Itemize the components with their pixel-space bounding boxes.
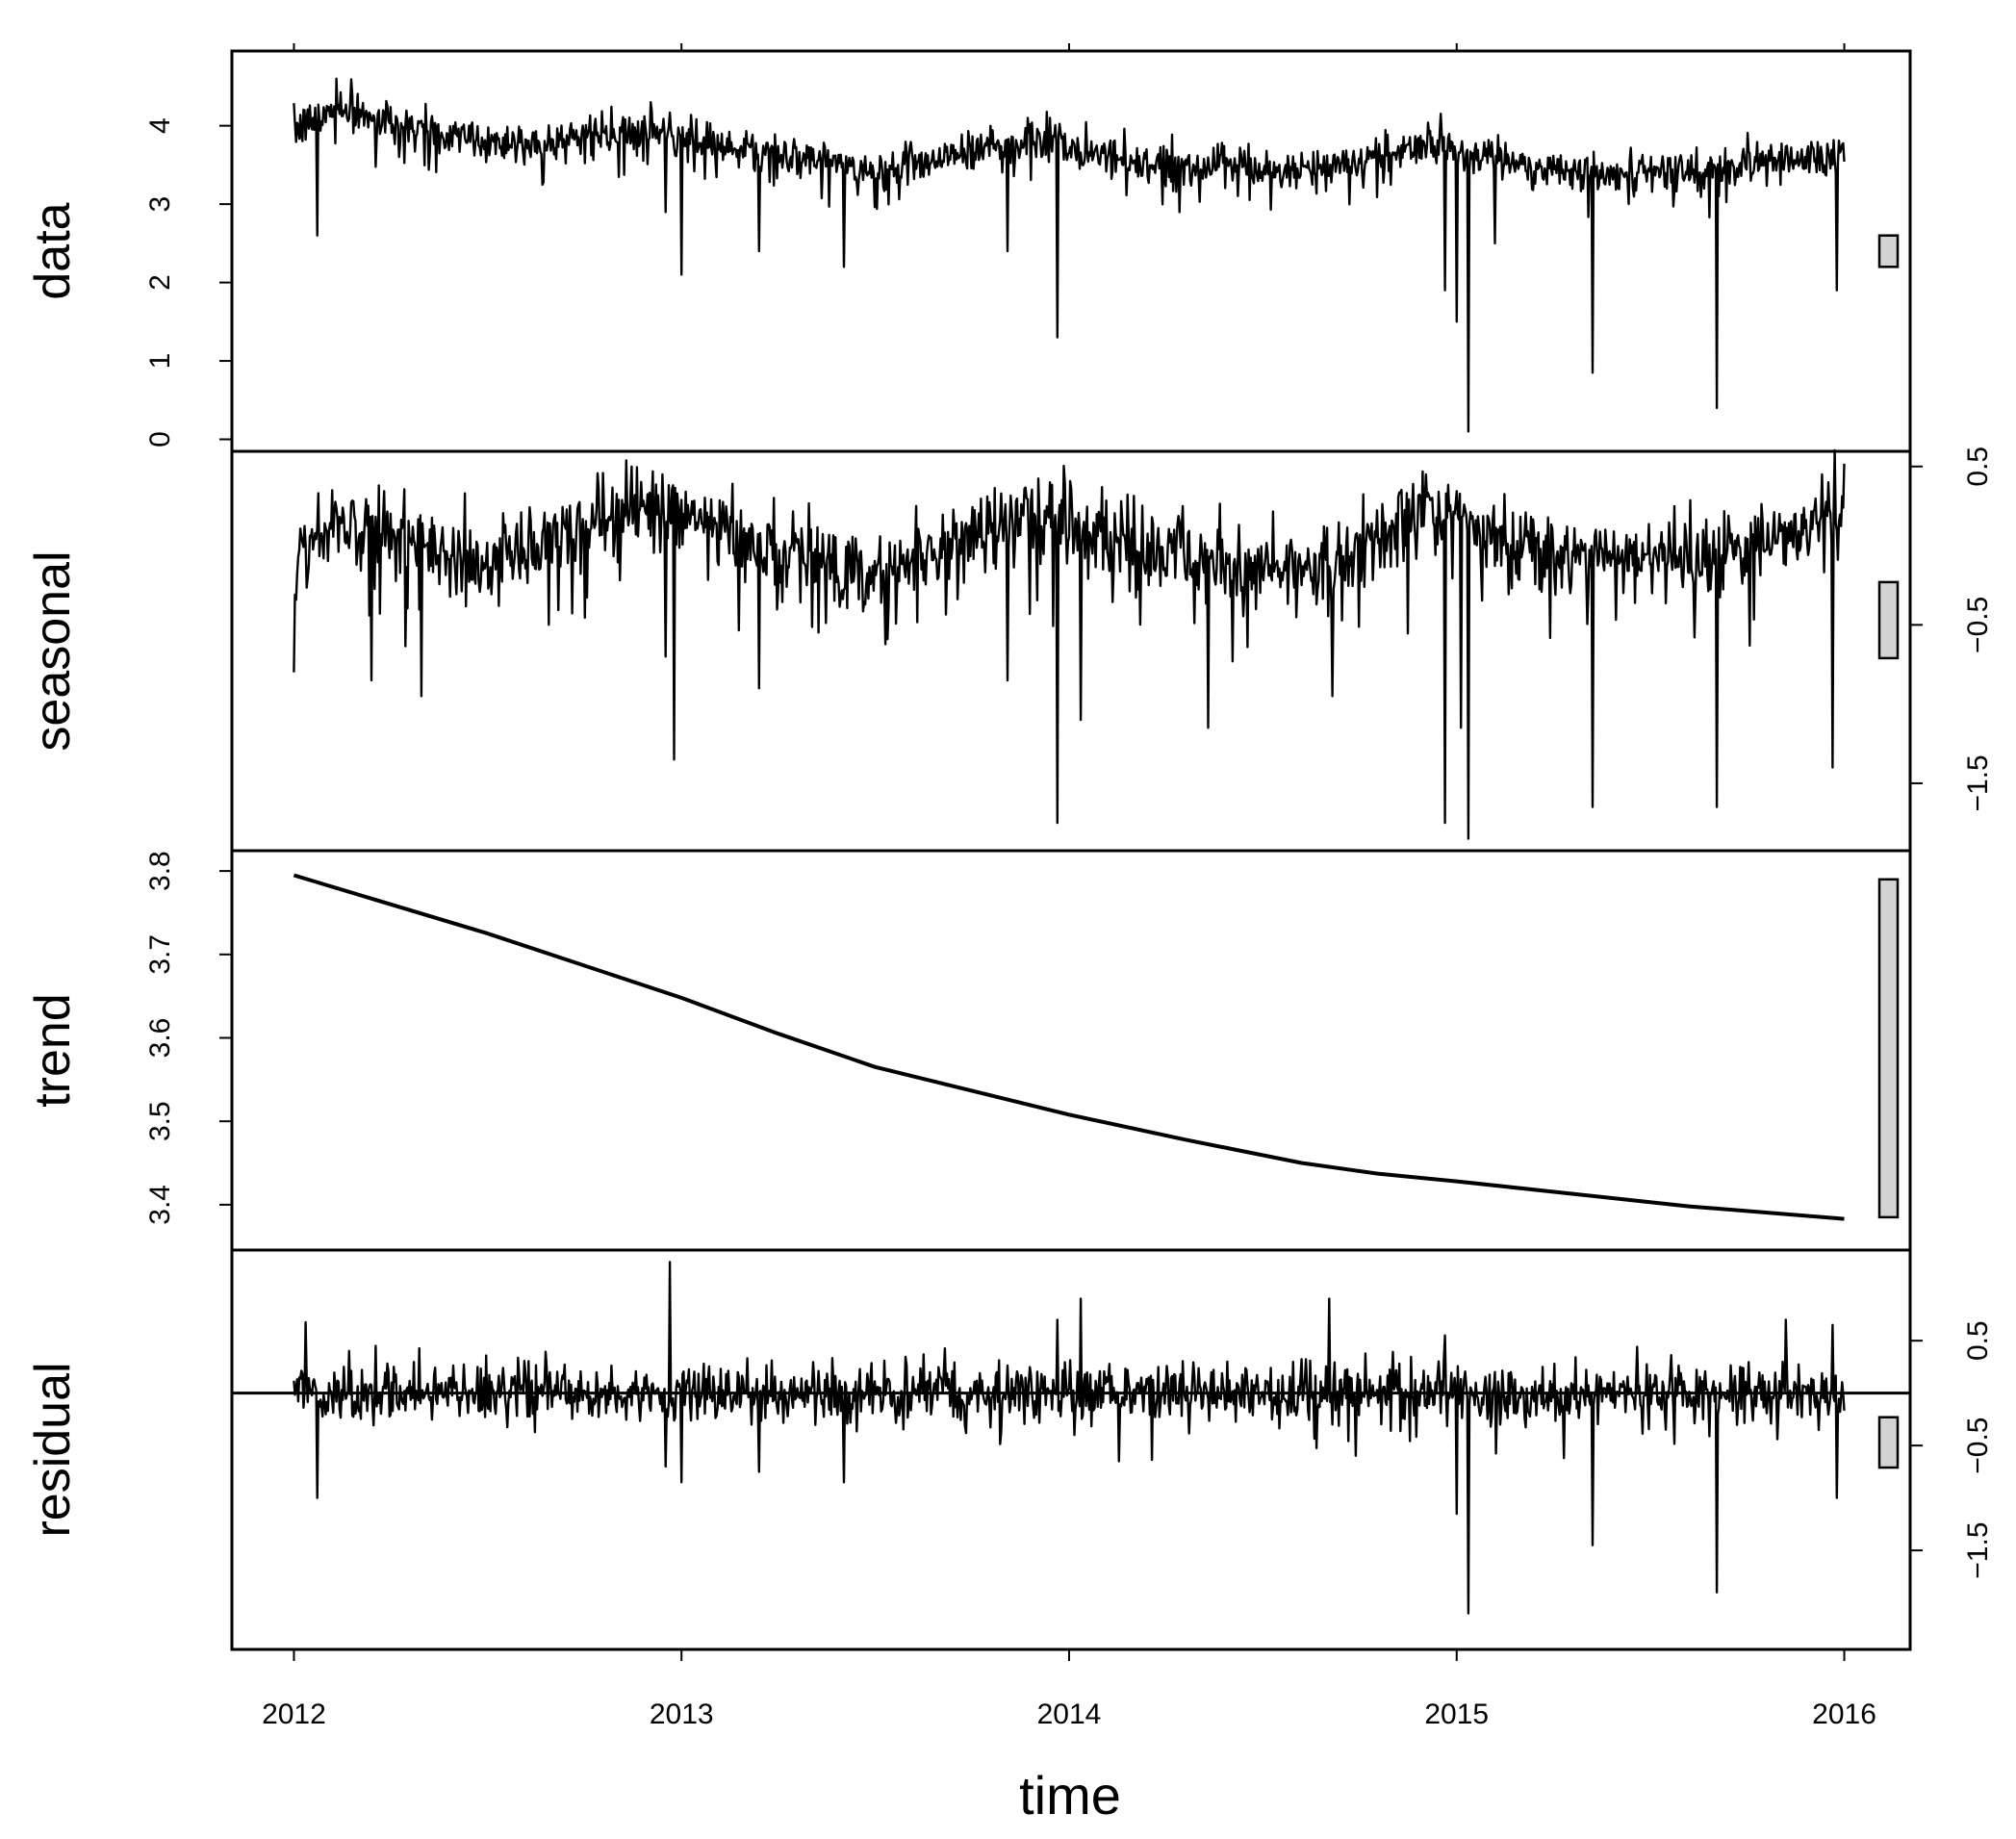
y-tick-label-seasonal: −1.5 [1962, 754, 1994, 811]
x-tick-label: 2013 [650, 1699, 714, 1730]
y-tick-label-seasonal: 0.5 [1962, 447, 1994, 487]
y-tick-label-seasonal: −0.5 [1962, 597, 1994, 653]
scale-bar-data [1877, 234, 1900, 268]
y-tick-label-trend: 3.7 [144, 934, 176, 975]
y-tick-label-trend: 3.5 [144, 1101, 176, 1141]
y-tick-label-data: 4 [144, 117, 176, 134]
x-axis: 2012 2013 2014 2015 2016 [262, 43, 1876, 1730]
scale-bar-trend [1877, 878, 1900, 1219]
y-tick-label-data: 2 [144, 274, 176, 291]
panel-trend: trend 3.4 3.5 3.6 3.7 3.8 [25, 849, 1912, 1252]
y-tick-label-data: 1 [144, 353, 176, 370]
x-tick-label: 2015 [1424, 1699, 1489, 1730]
y-tick-label-residual: 0.5 [1962, 1320, 1994, 1361]
y-tick-label-data: 3 [144, 196, 176, 213]
panel-label-trend: trend [25, 993, 81, 1108]
y-tick-label-residual: −0.5 [1962, 1418, 1994, 1474]
panel-label-residual: residual [25, 1362, 81, 1537]
panel-frame-residual [230, 1248, 1912, 1651]
series-line-trend [293, 873, 1845, 1221]
y-tick-label-trend: 3.4 [144, 1185, 176, 1225]
x-tick-label: 2014 [1037, 1699, 1102, 1730]
panel-label-seasonal: seasonal [25, 550, 81, 751]
series-line-data [293, 77, 1846, 433]
y-tick-label-trend: 3.8 [144, 851, 176, 891]
panel-residual: residual −1.5 −0.5 0.5 [25, 1248, 1994, 1651]
x-tick-label: 2012 [262, 1699, 326, 1730]
y-tick-label-data: 0 [144, 431, 176, 447]
y-tick-label-residual: −1.5 [1962, 1521, 1994, 1578]
x-tick-label: 2016 [1812, 1699, 1876, 1730]
series-line-seasonal [293, 448, 1846, 840]
series-line-residual [293, 1261, 1846, 1615]
y-tick-label-trend: 3.6 [144, 1018, 176, 1059]
panels: data 0 1 2 3 4 seasonal −1.5 −0.5 0.5 trend 3.4 3.5 3… [25, 49, 1994, 1651]
scale-bar-residual [1877, 1416, 1900, 1469]
panel-label-data: data [25, 202, 81, 299]
x-axis-title: time [1019, 1765, 1121, 1826]
scale-bar-seasonal [1877, 580, 1900, 660]
